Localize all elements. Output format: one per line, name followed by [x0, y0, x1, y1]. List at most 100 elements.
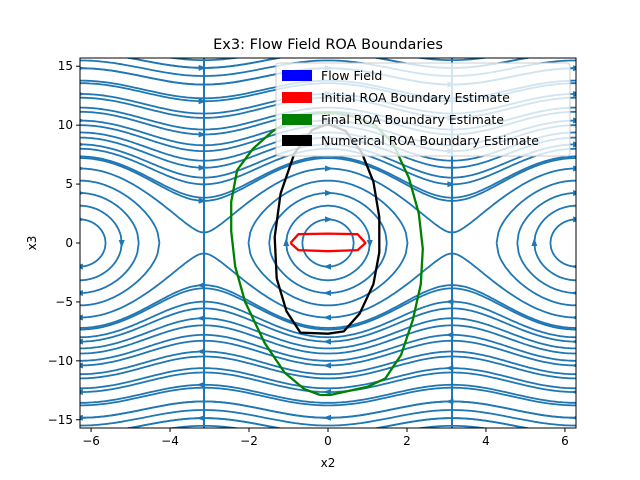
flow-arrow [80, 338, 83, 345]
flow-arrow [325, 190, 333, 197]
flow-streamline [451, 58, 453, 428]
flow-arrow [80, 389, 83, 396]
flow-streamline [80, 317, 576, 350]
flow-arrow [573, 141, 576, 148]
y-tick-label: 10 [58, 118, 73, 132]
flow-arrow [323, 362, 331, 369]
flow-streamline [80, 334, 576, 362]
chart-title: Ex3: Flow Field ROA Boundaries [213, 37, 443, 53]
legend-swatch-final-roa [282, 114, 312, 125]
legend-label-numerical-roa: Numerical ROA Boundary Estimate [321, 133, 539, 148]
flow-arrow [571, 363, 576, 368]
flow-arrow [323, 289, 331, 296]
x-tick-label: −2 [240, 434, 258, 448]
y-tick-label: −5 [55, 295, 73, 309]
flow-arrow [80, 263, 83, 270]
flow-arrow [198, 197, 207, 204]
legend-box [275, 62, 571, 157]
flow-streamline [80, 367, 576, 390]
flow-streamline [533, 204, 576, 282]
flow-arrow [198, 64, 207, 71]
flow-streamline [80, 300, 576, 339]
flow-streamline [80, 284, 576, 329]
flow-arrow [80, 118, 85, 123]
y-tick-label: −10 [48, 354, 73, 368]
flow-arrow [531, 238, 538, 246]
flow-arrow [80, 217, 85, 222]
numerical-roa-line [273, 122, 381, 335]
legend: Flow Field Initial ROA Boundary Estimate… [275, 62, 571, 157]
flow-arrow [196, 315, 205, 322]
y-tick-label: 0 [65, 236, 73, 250]
flow-streamline [301, 218, 355, 268]
legend-swatch-initial-roa [282, 92, 312, 103]
flow-arrow [196, 348, 205, 355]
flow-streamline [516, 192, 576, 294]
x-tick-label: 0 [324, 434, 332, 448]
flow-arrow [80, 166, 85, 171]
x-axis-label: x2 [321, 456, 336, 470]
flow-arrow [80, 191, 85, 195]
legend-label-flow-field: Flow Field [321, 68, 382, 83]
flow-arrow [325, 165, 333, 172]
legend-swatch-numerical-roa [282, 135, 312, 146]
flow-arrow [571, 291, 576, 295]
flow-streamline [452, 155, 576, 331]
flow-streamline [80, 218, 107, 268]
x-tick-label: 4 [482, 434, 490, 448]
y-axis-label: x3 [25, 236, 39, 251]
flow-field-layer [80, 58, 576, 428]
flow-arrow [573, 190, 576, 197]
legend-label-initial-roa: Initial ROA Boundary Estimate [321, 90, 510, 105]
flow-arrow [447, 181, 456, 188]
flow-streamline [452, 167, 576, 319]
flow-arrow [445, 365, 454, 372]
legend-label-final-roa: Final ROA Boundary Estimate [321, 112, 504, 127]
flow-arrow [196, 415, 205, 422]
flow-arrow [80, 289, 83, 296]
legend-swatch-flow-field [282, 70, 312, 81]
x-tick-label: −6 [82, 434, 100, 448]
flow-streamline [80, 383, 576, 404]
flow-arrow [283, 238, 290, 246]
flow-streamline [80, 400, 576, 419]
flow-arrow [571, 390, 576, 394]
flow-arrow [573, 216, 576, 223]
flow-streamline [80, 350, 576, 376]
flow-arrow [571, 264, 576, 269]
flow-arrow [80, 314, 83, 321]
flow-arrow [80, 142, 85, 147]
flow-arrow [196, 381, 205, 388]
flow-arrow [323, 314, 331, 321]
initial-roa-line [289, 232, 367, 253]
flow-arrow [80, 92, 85, 96]
y-tick-label: 5 [65, 177, 73, 191]
flow-arrow [198, 98, 207, 105]
x-tick-label: −4 [161, 434, 179, 448]
flow-streamline [80, 157, 576, 202]
flow-arrow [573, 165, 576, 172]
flow-arrow [366, 240, 373, 248]
flow-arrow [196, 282, 205, 289]
x-tick-label: 6 [561, 434, 569, 448]
flow-arrow [573, 90, 576, 97]
flow-arrow [198, 164, 207, 171]
flow-streamline [124, 417, 532, 428]
flow-arrow [323, 263, 331, 270]
flow-arrow [323, 338, 331, 345]
flow-arrow [323, 389, 331, 396]
flow-arrow [445, 331, 454, 338]
y-tick-label: −15 [48, 413, 73, 427]
flow-streamline [247, 179, 409, 307]
flow-streamline [124, 58, 532, 69]
flow-streamline [268, 192, 388, 294]
flow-streamline [549, 218, 576, 268]
y-tick-label: 15 [58, 59, 73, 73]
flow-arrow [445, 398, 454, 405]
flow-streamline [80, 179, 161, 307]
flow-arrow [118, 240, 125, 248]
flow-arrow [445, 298, 454, 305]
flow-streamline [495, 179, 576, 307]
flow-arrow [198, 131, 207, 138]
